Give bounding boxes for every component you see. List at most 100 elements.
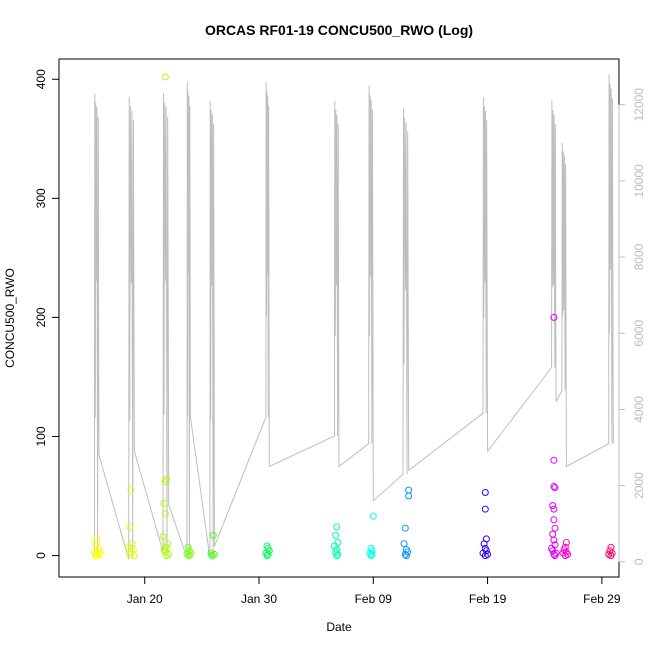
series-6 (330, 523, 342, 560)
data-point (161, 478, 169, 486)
data-point (559, 549, 567, 557)
data-point (162, 543, 170, 551)
y-axis-label: CONCU500_RWO (3, 268, 17, 368)
data-point (332, 531, 340, 539)
data-point (185, 552, 193, 560)
y-tick-label: 300 (34, 188, 48, 208)
data-point (549, 502, 557, 510)
data-point (161, 510, 169, 518)
series-8 (400, 486, 413, 560)
y-axis: 0 100 200 300 400 (34, 69, 60, 559)
x-tick-label: Feb 09 (355, 592, 393, 606)
x-tick-label: Feb 19 (469, 592, 507, 606)
data-point (400, 540, 408, 548)
data-point (550, 516, 558, 524)
data-point (93, 535, 101, 543)
data-point (264, 550, 272, 558)
data-point (401, 550, 409, 558)
y2-axis: 0 2000 4000 6000 8000 10000 12000 (618, 88, 646, 565)
data-point (481, 489, 489, 496)
data-point (184, 543, 192, 551)
data-point (126, 550, 134, 558)
x-tick-label: Feb 29 (583, 592, 621, 606)
y2-tick-label: 2000 (632, 472, 646, 499)
data-point (333, 523, 341, 531)
data-point (561, 552, 569, 560)
data-point (92, 540, 100, 548)
data-point (551, 552, 559, 560)
y-tick-label: 0 (34, 552, 48, 559)
data-point (160, 499, 168, 507)
y2-tick-label: 0 (632, 558, 646, 565)
data-point (405, 492, 413, 500)
series-7 (366, 512, 377, 560)
data-point (208, 552, 216, 560)
data-point (128, 540, 136, 548)
data-point (162, 552, 170, 560)
data-point (562, 539, 570, 546)
log-trace-line (93, 74, 614, 560)
data-point (549, 530, 557, 538)
data-point (161, 73, 169, 81)
data-point (127, 486, 135, 494)
data-point (481, 505, 489, 513)
data-point (550, 456, 558, 464)
data-point (550, 536, 558, 544)
y2-tick-label: 8000 (632, 243, 646, 270)
data-point (481, 552, 489, 560)
series-5 (262, 542, 273, 560)
data-point (550, 313, 558, 321)
data-point (333, 552, 341, 560)
data-point (401, 524, 409, 532)
data-point (209, 531, 217, 539)
data-point (334, 550, 342, 558)
y-tick-label: 100 (34, 426, 48, 446)
data-point (606, 547, 614, 555)
series-1 (125, 486, 138, 560)
data-point (550, 483, 558, 490)
y-tick-label: 200 (34, 307, 48, 327)
x-axis-label: Date (326, 620, 352, 634)
data-point (95, 551, 103, 559)
x-axis: Jan 20 Jan 30 Feb 09 Feb 19 Feb 29 (127, 576, 621, 606)
chart-title: ORCAS RF01-19 CONCU500_RWO (Log) (205, 22, 473, 38)
y2-tick-label: 4000 (632, 396, 646, 423)
data-point (607, 543, 615, 551)
data-point (334, 539, 342, 546)
data-point (369, 512, 377, 520)
data-point (480, 540, 488, 548)
series-9 (479, 489, 492, 560)
data-point (367, 552, 375, 560)
log-trace-layer (93, 74, 614, 560)
data-point (551, 524, 559, 532)
data-point (404, 548, 412, 556)
data-point (607, 552, 615, 560)
data-point (550, 505, 558, 513)
y2-tick-label: 6000 (632, 320, 646, 347)
y-tick-label: 400 (34, 69, 48, 89)
data-point (479, 549, 487, 557)
data-point (126, 523, 134, 531)
data-point (550, 550, 558, 558)
series-2 (159, 73, 173, 560)
data-point (130, 552, 138, 560)
x-tick-label: Jan 30 (241, 592, 277, 606)
data-point (159, 533, 167, 540)
series-11 (559, 539, 572, 560)
data-point (368, 550, 376, 558)
series-3 (183, 543, 194, 560)
data-point (164, 540, 172, 548)
x-tick-label: Jan 20 (127, 592, 163, 606)
series-10 (548, 313, 560, 560)
data-point (92, 552, 100, 560)
data-point (263, 552, 271, 560)
data-point (551, 484, 559, 492)
data-point (405, 486, 413, 494)
data-point (402, 552, 410, 560)
data-point (332, 548, 340, 556)
points-layer (90, 73, 616, 560)
y2-tick-label: 10000 (632, 164, 646, 198)
data-point (368, 547, 376, 555)
series-12 (605, 543, 616, 560)
